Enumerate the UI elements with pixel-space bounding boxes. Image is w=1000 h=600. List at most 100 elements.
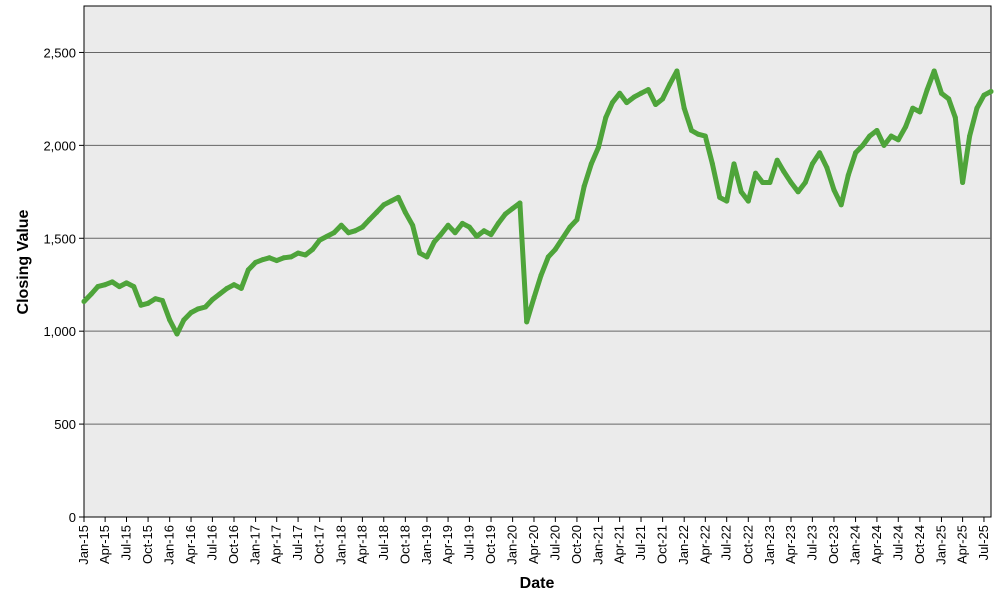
data-point: [181, 317, 187, 323]
data-point: [281, 255, 287, 261]
x-tick-label: Oct-19: [483, 525, 498, 564]
x-tick-label: Apr-15: [97, 525, 112, 564]
data-point: [545, 254, 551, 260]
data-point: [895, 137, 901, 143]
data-point: [609, 100, 615, 106]
data-point: [352, 228, 358, 234]
data-point: [681, 105, 687, 111]
data-point: [338, 222, 344, 228]
data-point: [95, 284, 101, 290]
data-point: [760, 180, 766, 185]
x-axis-title: Date: [520, 575, 555, 592]
data-point: [231, 282, 237, 288]
data-point: [538, 272, 544, 278]
data-point: [488, 232, 494, 238]
data-point: [495, 220, 501, 226]
data-point: [402, 209, 408, 215]
data-point: [359, 224, 365, 230]
y-axis-ticks: 0 500 1,000 1,500 2,000 2,500: [43, 45, 84, 525]
data-point: [603, 115, 609, 120]
series-group: [81, 68, 994, 337]
x-tick-label: Apr-25: [955, 525, 970, 564]
data-point: [624, 100, 630, 106]
x-tick-label: Jan-16: [162, 525, 177, 565]
x-tick-label: Oct-20: [569, 525, 584, 564]
data-point: [738, 189, 744, 195]
data-point: [481, 228, 487, 234]
data-point: [209, 297, 215, 303]
x-tick-label: Apr-20: [526, 525, 541, 564]
data-point: [452, 230, 458, 236]
data-point: [638, 90, 644, 96]
x-tick-label: Apr-22: [697, 525, 712, 564]
x-tick-label: Apr-19: [440, 525, 455, 564]
x-tick-label: Jul-18: [376, 525, 391, 560]
data-point: [660, 96, 666, 102]
data-point: [552, 246, 558, 252]
data-point: [802, 180, 808, 185]
x-tick-label: Jan-17: [248, 525, 263, 565]
x-tick-label: Jan-21: [591, 525, 606, 565]
data-point: [245, 267, 251, 273]
data-point: [317, 237, 323, 243]
data-point: [167, 317, 173, 323]
y-tick-label: 1,500: [43, 231, 76, 246]
data-point: [731, 161, 737, 167]
data-point: [288, 254, 294, 260]
x-tick-label: Apr-24: [869, 525, 884, 564]
data-point: [366, 217, 372, 223]
data-point: [910, 105, 916, 111]
data-point: [845, 172, 851, 178]
data-point: [388, 198, 394, 204]
data-point: [917, 109, 923, 115]
data-point: [809, 161, 815, 167]
data-point: [253, 259, 259, 265]
data-point: [631, 94, 637, 100]
x-tick-label: Oct-21: [655, 525, 670, 564]
data-point: [174, 331, 180, 337]
plot-background: [83, 5, 992, 518]
data-point: [466, 224, 472, 230]
data-point: [417, 250, 423, 256]
data-point: [967, 133, 973, 139]
data-point: [431, 239, 437, 245]
data-point: [116, 284, 122, 290]
data-point: [981, 92, 987, 98]
data-point: [381, 202, 387, 208]
x-tick-label: Jan-25: [933, 525, 948, 565]
x-tick-label: Apr-17: [269, 525, 284, 564]
x-tick-label: Oct-16: [226, 525, 241, 564]
data-point: [238, 285, 244, 291]
data-point: [574, 217, 580, 223]
x-tick-label: Jul-20: [547, 525, 562, 560]
y-tick-label: 1,000: [43, 324, 76, 339]
x-tick-label: Jan-19: [419, 525, 434, 565]
data-point: [653, 102, 659, 107]
x-tick-label: Jan-18: [333, 525, 348, 565]
data-point: [274, 258, 280, 264]
x-tick-label: Oct-15: [140, 525, 155, 564]
data-point: [260, 257, 266, 263]
data-point: [138, 302, 144, 308]
data-point: [724, 198, 730, 204]
data-point: [581, 183, 587, 189]
data-point: [667, 81, 673, 87]
data-point: [560, 235, 566, 241]
x-tick-label: Apr-21: [612, 525, 627, 564]
data-point: [588, 161, 594, 167]
data-point: [689, 128, 694, 133]
y-tick-label: 0: [69, 510, 76, 525]
data-point: [788, 180, 794, 185]
x-tick-label: Oct-17: [312, 525, 327, 564]
data-point: [424, 254, 430, 260]
data-point: [159, 298, 165, 303]
data-point: [952, 115, 958, 120]
data-point: [224, 285, 230, 291]
data-point: [795, 189, 801, 195]
x-tick-label: Jan-15: [76, 525, 91, 565]
x-tick-label: Oct-18: [397, 525, 412, 564]
data-point: [974, 105, 980, 111]
data-point: [145, 300, 151, 306]
data-point: [838, 202, 844, 208]
data-point: [903, 124, 909, 130]
